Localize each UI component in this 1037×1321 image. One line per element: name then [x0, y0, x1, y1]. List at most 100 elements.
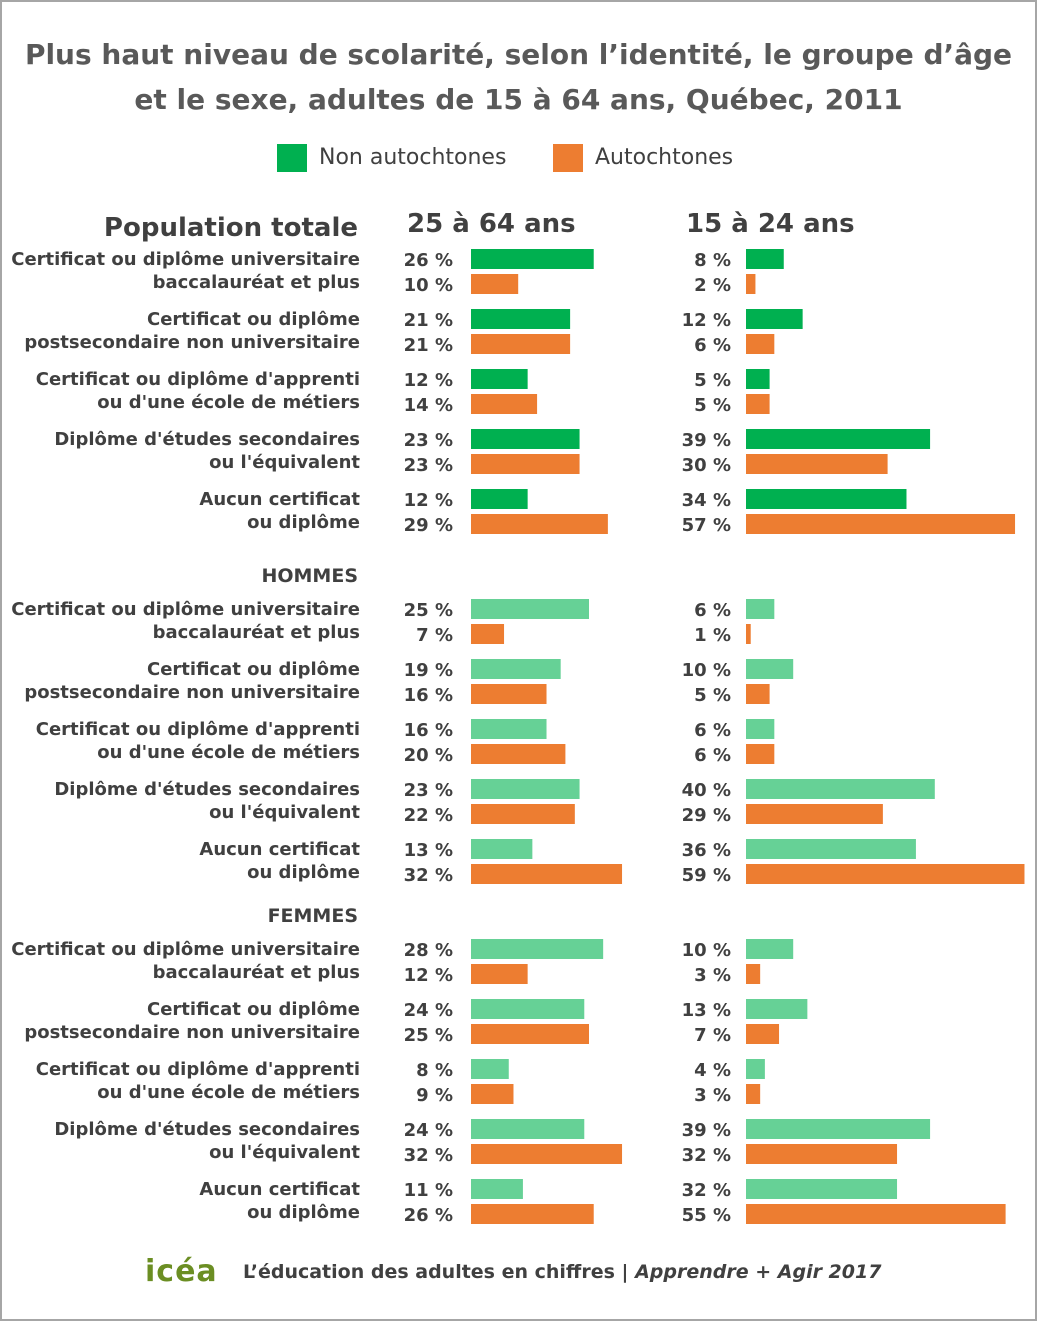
value-label-15-24-autochtones: 2 % — [694, 275, 731, 296]
bar-15-24-autochtones — [746, 394, 770, 414]
category-label: Diplôme d'études secondaires — [54, 779, 360, 800]
bar-15-24-autochtones — [746, 334, 775, 354]
category-label: Diplôme d'études secondaires — [54, 1119, 360, 1140]
value-label-15-24-autochtones: 6 % — [694, 335, 731, 356]
bar-15-24-non-autochtones — [746, 599, 775, 619]
bar-25-64-autochtones — [471, 1084, 514, 1104]
bar-25-64-autochtones — [471, 274, 519, 294]
category-label: Certificat ou diplôme d'apprenti — [36, 1059, 360, 1080]
bar-15-24-autochtones — [746, 964, 761, 984]
bar-25-64-non-autochtones — [471, 939, 604, 959]
column-header-15-24: 15 à 24 ans — [686, 209, 855, 239]
bar-15-24-non-autochtones — [746, 999, 808, 1019]
value-label-25-64-non-autochtones: 12 % — [404, 370, 453, 391]
bar-25-64-autochtones — [471, 804, 575, 824]
value-label-25-64-autochtones: 21 % — [404, 335, 453, 356]
bar-15-24-non-autochtones — [746, 1059, 765, 1079]
value-label-25-64-non-autochtones: 8 % — [416, 1060, 453, 1081]
value-label-15-24-non-autochtones: 6 % — [694, 600, 731, 621]
bar-25-64-non-autochtones — [471, 489, 528, 509]
bar-15-24-autochtones — [746, 1144, 898, 1164]
bar-25-64-non-autochtones — [471, 429, 580, 449]
bar-25-64-autochtones — [471, 1144, 623, 1164]
bar-25-64-non-autochtones — [471, 1179, 523, 1199]
category-label: Certificat ou diplôme d'apprenti — [36, 719, 360, 740]
value-label-15-24-non-autochtones: 4 % — [694, 1060, 731, 1081]
chart-title: Plus haut niveau de scolarité, selon l’i… — [0, 32, 1037, 122]
category-label: ou diplôme — [247, 862, 360, 883]
bar-25-64-autochtones — [471, 394, 538, 414]
value-label-25-64-non-autochtones: 13 % — [404, 840, 453, 861]
value-label-15-24-autochtones: 1 % — [694, 625, 731, 646]
value-label-25-64-non-autochtones: 23 % — [404, 780, 453, 801]
bar-15-24-autochtones — [746, 804, 883, 824]
category-label: baccalauréat et plus — [153, 272, 360, 293]
value-label-15-24-non-autochtones: 34 % — [682, 490, 731, 511]
value-label-25-64-autochtones: 29 % — [404, 515, 453, 536]
bar-25-64-non-autochtones — [471, 1059, 509, 1079]
category-label: postsecondaire non universitaire — [24, 332, 360, 353]
value-label-15-24-autochtones: 29 % — [682, 805, 731, 826]
bar-25-64-non-autochtones — [471, 719, 547, 739]
column-header-25-64: 25 à 64 ans — [407, 209, 576, 239]
category-label: baccalauréat et plus — [153, 962, 360, 983]
bar-15-24-non-autochtones — [746, 719, 775, 739]
bar-15-24-non-autochtones — [746, 369, 770, 389]
bar-25-64-non-autochtones — [471, 599, 589, 619]
legend-swatch-autochtones — [553, 144, 583, 172]
value-label-15-24-non-autochtones: 13 % — [682, 1000, 731, 1021]
bar-25-64-autochtones — [471, 624, 505, 644]
bar-15-24-autochtones — [746, 684, 770, 704]
footer: icéa L’éducation des adultes en chiffres… — [0, 1254, 1037, 1290]
value-label-25-64-non-autochtones: 28 % — [404, 940, 453, 961]
value-label-25-64-autochtones: 23 % — [404, 455, 453, 476]
footer-text: L’éducation des adultes en chiffres | — [243, 1261, 636, 1283]
value-label-15-24-non-autochtones: 32 % — [682, 1180, 731, 1201]
category-label: ou d'une école de métiers — [97, 392, 360, 413]
category-label: postsecondaire non universitaire — [24, 682, 360, 703]
value-label-25-64-autochtones: 32 % — [404, 1145, 453, 1166]
bar-15-24-non-autochtones — [746, 1179, 898, 1199]
bar-15-24-autochtones — [746, 624, 751, 644]
bar-15-24-non-autochtones — [746, 839, 916, 859]
value-label-25-64-non-autochtones: 26 % — [404, 250, 453, 271]
value-label-15-24-autochtones: 57 % — [682, 515, 731, 536]
value-label-25-64-non-autochtones: 19 % — [404, 660, 453, 681]
value-label-15-24-non-autochtones: 39 % — [682, 430, 731, 451]
value-label-15-24-autochtones: 3 % — [694, 965, 731, 986]
value-label-25-64-autochtones: 14 % — [404, 395, 453, 416]
category-label: Certificat ou diplôme — [147, 999, 360, 1020]
bar-25-64-autochtones — [471, 684, 547, 704]
section-label-0: Population totale — [104, 213, 358, 243]
bar-25-64-autochtones — [471, 334, 571, 354]
bar-15-24-autochtones — [746, 1024, 780, 1044]
icea-logo: icéa — [145, 1254, 218, 1289]
value-label-25-64-autochtones: 10 % — [404, 275, 453, 296]
value-label-25-64-non-autochtones: 16 % — [404, 720, 453, 741]
bar-15-24-non-autochtones — [746, 489, 907, 509]
value-label-15-24-non-autochtones: 5 % — [694, 370, 731, 391]
chart-title-line-1: Plus haut niveau de scolarité, selon l’i… — [24, 38, 1013, 71]
category-label: Certificat ou diplôme — [147, 659, 360, 680]
category-label: postsecondaire non universitaire — [24, 1022, 360, 1043]
bar-25-64-autochtones — [471, 744, 566, 764]
bar-15-24-non-autochtones — [746, 309, 803, 329]
value-label-25-64-non-autochtones: 25 % — [404, 600, 453, 621]
value-label-15-24-autochtones: 30 % — [682, 455, 731, 476]
category-label: Aucun certificat — [199, 839, 360, 860]
category-label: ou d'une école de métiers — [97, 742, 360, 763]
value-label-15-24-non-autochtones: 6 % — [694, 720, 731, 741]
value-label-15-24-autochtones: 7 % — [694, 1025, 731, 1046]
bar-25-64-non-autochtones — [471, 309, 571, 329]
bar-25-64-autochtones — [471, 1024, 589, 1044]
bar-15-24-autochtones — [746, 744, 775, 764]
value-label-15-24-non-autochtones: 10 % — [682, 660, 731, 681]
category-label: ou l'équivalent — [209, 452, 360, 473]
legend-swatch-non-autochtones — [277, 144, 307, 172]
section-label-2: FEMMES — [268, 905, 358, 927]
bar-15-24-non-autochtones — [746, 1119, 931, 1139]
value-label-15-24-autochtones: 59 % — [682, 865, 731, 886]
bar-25-64-autochtones — [471, 864, 623, 884]
category-label: Certificat ou diplôme — [147, 309, 360, 330]
